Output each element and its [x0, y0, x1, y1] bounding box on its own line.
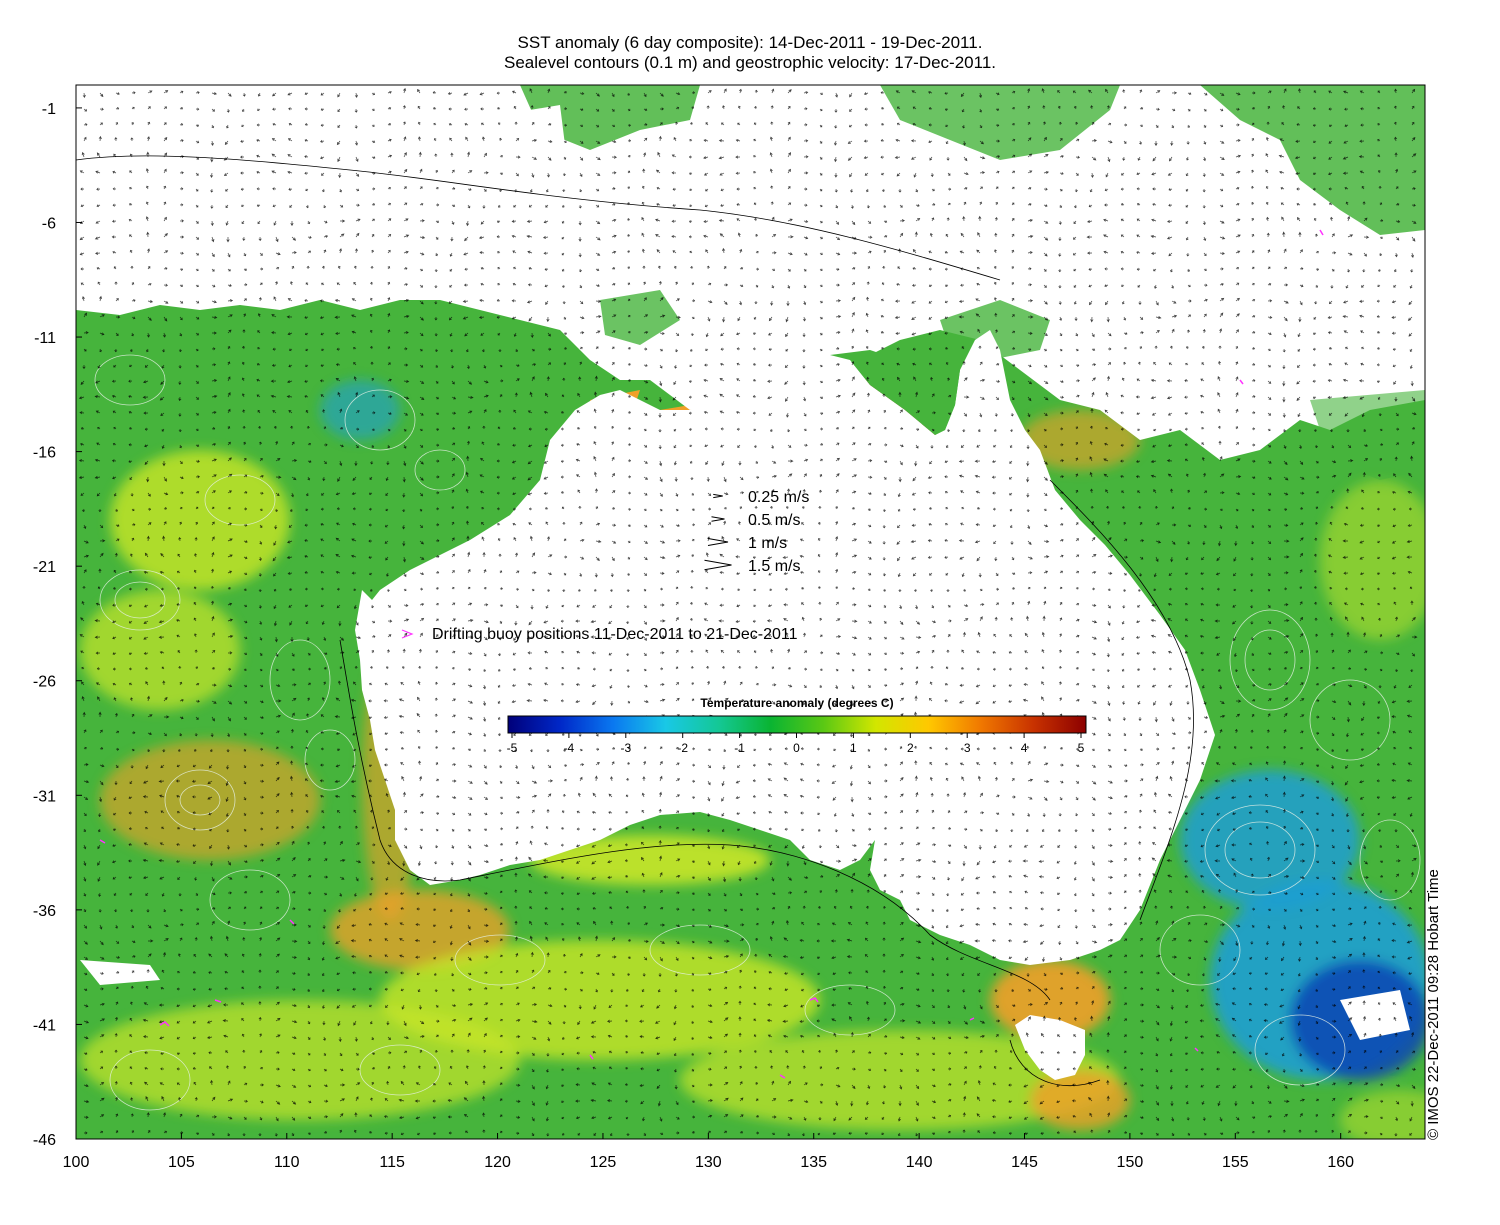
- x-tick-label: 105: [168, 1154, 195, 1171]
- x-tick-label: 155: [1222, 1154, 1249, 1171]
- colorbar-tick-label: 0: [793, 741, 800, 755]
- y-tick-label: -46: [33, 1132, 56, 1149]
- x-tick-label: 115: [379, 1154, 405, 1171]
- drifting-buoy-tracks: [99, 229, 1324, 1079]
- colorbar-title: Temperature anomaly (degrees C): [700, 696, 893, 710]
- colorbar-tick-label: -2: [677, 741, 688, 755]
- colorbar-gradient: [507, 715, 1087, 734]
- colorbar-tick-label: 3: [964, 741, 971, 755]
- geostrophic-velocity-arrows: [78, 87, 1418, 1137]
- velocity-legend-arrow: [711, 516, 725, 522]
- colorbar-tick-label: 1: [850, 741, 857, 755]
- colorbar-tick-label: 5: [1078, 741, 1085, 755]
- velocity-legend: 0.25 m/s 0.5 m/s 1 m/s 1.5 m/s: [704, 489, 809, 575]
- x-tick-label: 100: [63, 1154, 90, 1171]
- borneo-landmass: [280, 85, 450, 200]
- x-tick-label: 160: [1327, 1154, 1354, 1171]
- y-tick-label: -21: [33, 559, 56, 576]
- x-tick-label: 135: [800, 1154, 827, 1171]
- colorbar-tick-label: -1: [734, 741, 745, 755]
- credit-text: © IMOS 22-Dec-2011 09:28 Hobart Time: [1425, 869, 1442, 1140]
- buoy-legend: Drifting buoy positions 11-Dec-2011 to 2…: [401, 626, 798, 643]
- x-tick-label: 145: [1011, 1154, 1038, 1171]
- tasmania-landmass: [1015, 1015, 1085, 1080]
- map-title-line1: SST anomaly (6 day composite): 14-Dec-20…: [517, 33, 983, 52]
- colorbar-tick-label: 4: [1021, 741, 1028, 755]
- velocity-legend-label: 0.25 m/s: [748, 489, 809, 506]
- latitude-axis: -1 -6 -11 -16 -21 -26 -31 -36 -41 -46: [33, 101, 82, 1149]
- velocity-arrow-grid: [78, 87, 1418, 1137]
- velocity-legend-label: 0.5 m/s: [748, 512, 800, 529]
- new-guinea-landmass: [740, 95, 1180, 325]
- y-tick-label: -31: [33, 788, 56, 805]
- australia-landmass: [355, 330, 1215, 965]
- y-tick-label: -16: [33, 445, 56, 462]
- sealevel-contours: [94, 354, 1421, 1111]
- x-tick-label: 120: [484, 1154, 511, 1171]
- plot-frame: [75, 84, 1426, 1140]
- y-tick-label: -6: [42, 215, 56, 232]
- colorbar-tick-label: -3: [620, 741, 631, 755]
- colorbar-tick-label: 2: [907, 741, 914, 755]
- sulawesi-landmass: [500, 105, 565, 195]
- y-tick-label: -41: [33, 1017, 56, 1034]
- x-tick-label: 140: [906, 1154, 933, 1171]
- plot-area: [76, 85, 1425, 1139]
- y-tick-label: -1: [42, 101, 56, 118]
- colorbar: Temperature anomaly (degrees C) -5 -4 -3 -2…: [507, 696, 1087, 755]
- x-tick-label: 110: [274, 1154, 300, 1171]
- y-tick-label: -11: [34, 330, 56, 347]
- buoy-legend-label: Drifting buoy positions 11-Dec-2011 to 2…: [432, 626, 798, 643]
- velocity-legend-arrow: [713, 493, 723, 499]
- velocity-legend-arrow: [704, 559, 732, 571]
- colorbar-ticks: -5 -4 -3 -2 -1 0 1 2 3 4 5: [507, 733, 1085, 755]
- x-tick-label: 150: [1117, 1154, 1144, 1171]
- colorbar-tick-label: -4: [564, 741, 575, 755]
- y-tick-label: -36: [33, 903, 56, 920]
- map-title-line2: Sealevel contours (0.1 m) and geostrophi…: [504, 53, 996, 72]
- buoy-legend-icon: [401, 629, 414, 639]
- land-masses: [76, 85, 1330, 1080]
- velocity-legend-label: 1.5 m/s: [748, 558, 800, 575]
- sumatra-landmass: [76, 100, 210, 215]
- x-tick-label: 130: [695, 1154, 722, 1171]
- velocity-legend-arrow: [707, 538, 729, 546]
- colorbar-tick-label: -5: [507, 741, 518, 755]
- x-tick-label: 125: [590, 1154, 617, 1171]
- longitude-axis: 100 105 110 115 120 125 130 135 140 145 150 155 160: [63, 1133, 1354, 1171]
- velocity-legend-label: 1 m/s: [748, 535, 787, 552]
- y-tick-label: -26: [33, 674, 56, 691]
